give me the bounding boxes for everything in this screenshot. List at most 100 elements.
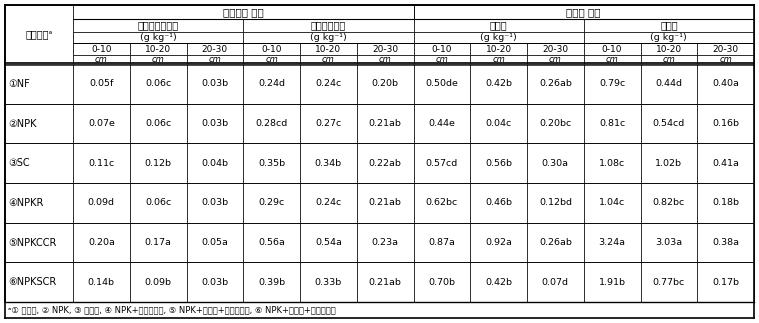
Text: 0.21ab: 0.21ab	[369, 278, 402, 287]
Bar	[243, 43, 300, 55]
Bar	[527, 183, 584, 223]
Bar	[698, 104, 754, 143]
Bar	[641, 143, 698, 183]
Bar	[130, 223, 187, 262]
Bar	[414, 19, 584, 32]
Text: 0.09d: 0.09d	[88, 198, 115, 207]
Bar	[584, 32, 754, 43]
Text: 0-10: 0-10	[261, 45, 282, 54]
Text: 0.24d: 0.24d	[258, 79, 285, 88]
Text: 처리내용ᵃ: 처리내용ᵃ	[25, 29, 52, 39]
Bar	[73, 183, 130, 223]
Bar	[130, 43, 187, 55]
Text: 0.46b: 0.46b	[485, 198, 512, 207]
Text: 0.09b: 0.09b	[145, 278, 172, 287]
Bar	[187, 143, 243, 183]
Bar	[357, 104, 414, 143]
Text: 0.79c: 0.79c	[599, 79, 625, 88]
Text: 0.56b: 0.56b	[485, 159, 512, 168]
Text: 20-30: 20-30	[713, 45, 739, 54]
Bar	[641, 262, 698, 302]
Text: (g kg⁻¹): (g kg⁻¹)	[140, 33, 177, 42]
Text: 0.30a: 0.30a	[542, 159, 569, 168]
Bar	[243, 55, 300, 64]
Bar	[471, 143, 527, 183]
Bar	[73, 104, 130, 143]
Bar	[584, 55, 641, 64]
Bar	[73, 64, 130, 104]
Text: 0.22ab: 0.22ab	[369, 159, 402, 168]
Text: cm: cm	[152, 55, 165, 64]
Text: 0.56a: 0.56a	[258, 238, 285, 247]
Text: 3.24a: 3.24a	[599, 238, 625, 247]
Text: 0.06c: 0.06c	[145, 198, 172, 207]
Bar	[130, 64, 187, 104]
Bar	[584, 223, 641, 262]
Bar	[243, 104, 300, 143]
Bar	[584, 143, 641, 183]
Bar	[414, 223, 471, 262]
Text: 0.70b: 0.70b	[428, 278, 455, 287]
Text: 0.42b: 0.42b	[485, 79, 512, 88]
Text: 0.03b: 0.03b	[201, 79, 228, 88]
Bar	[414, 43, 471, 55]
Text: (g kg⁻¹): (g kg⁻¹)	[650, 33, 687, 42]
Bar	[300, 262, 357, 302]
Text: 0.07e: 0.07e	[88, 119, 115, 128]
Text: 0.77bc: 0.77bc	[653, 278, 685, 287]
Text: 0.24c: 0.24c	[315, 79, 342, 88]
Text: ③SC: ③SC	[8, 158, 30, 168]
Text: 0.57cd: 0.57cd	[426, 159, 458, 168]
Text: cm: cm	[265, 55, 278, 64]
Bar	[471, 183, 527, 223]
Text: cm: cm	[209, 55, 222, 64]
Bar	[5, 223, 73, 262]
Bar	[73, 19, 243, 32]
Text: 0.12bd: 0.12bd	[539, 198, 572, 207]
Bar	[414, 143, 471, 183]
Bar	[698, 55, 754, 64]
Bar	[5, 262, 73, 302]
Text: 풀빅산: 풀빅산	[490, 20, 508, 30]
Text: 0.05f: 0.05f	[90, 79, 114, 88]
Text: 0.24c: 0.24c	[315, 198, 342, 207]
Text: 0.82bc: 0.82bc	[653, 198, 685, 207]
Text: ᵃ① 무비구, ② NPK, ③ 돈분비, ④ NPK+옥수수재료, ⑤ NPK+옛분비+옥수수재료, ⑥ NPK+돈분비+옥수수재료: ᵃ① 무비구, ② NPK, ③ 돈분비, ④ NPK+옥수수재료, ⑤ NPK…	[8, 306, 335, 315]
Text: 휴믹산: 휴믹산	[660, 20, 678, 30]
Bar	[471, 64, 527, 104]
Text: 0.50de: 0.50de	[426, 79, 458, 88]
Bar	[471, 43, 527, 55]
Text: 0.03b: 0.03b	[201, 278, 228, 287]
Bar	[641, 104, 698, 143]
Bar	[73, 55, 130, 64]
Bar	[471, 104, 527, 143]
Bar	[527, 262, 584, 302]
Bar	[243, 19, 414, 32]
Text: (g kg⁻¹): (g kg⁻¹)	[310, 33, 347, 42]
Text: 0.34b: 0.34b	[315, 159, 342, 168]
Bar	[641, 64, 698, 104]
Text: 10-20: 10-20	[145, 45, 172, 54]
Bar	[414, 55, 471, 64]
Bar	[130, 183, 187, 223]
Text: 0.26ab: 0.26ab	[539, 79, 572, 88]
Bar	[527, 64, 584, 104]
Bar	[584, 262, 641, 302]
Bar	[584, 104, 641, 143]
Bar	[641, 43, 698, 55]
Bar	[698, 223, 754, 262]
Text: cm: cm	[379, 55, 392, 64]
Bar	[5, 183, 73, 223]
Text: 0.40a: 0.40a	[712, 79, 739, 88]
Bar	[300, 43, 357, 55]
Bar	[130, 104, 187, 143]
Bar	[471, 223, 527, 262]
Text: 1.08c: 1.08c	[599, 159, 625, 168]
Text: ②NPK: ②NPK	[8, 119, 36, 129]
Bar	[527, 104, 584, 143]
Text: 20-30: 20-30	[543, 45, 568, 54]
Text: 1.04c: 1.04c	[599, 198, 625, 207]
Text: 0.21ab: 0.21ab	[369, 198, 402, 207]
Bar	[243, 64, 300, 104]
Text: ⑥NPKSCR: ⑥NPKSCR	[8, 277, 56, 287]
